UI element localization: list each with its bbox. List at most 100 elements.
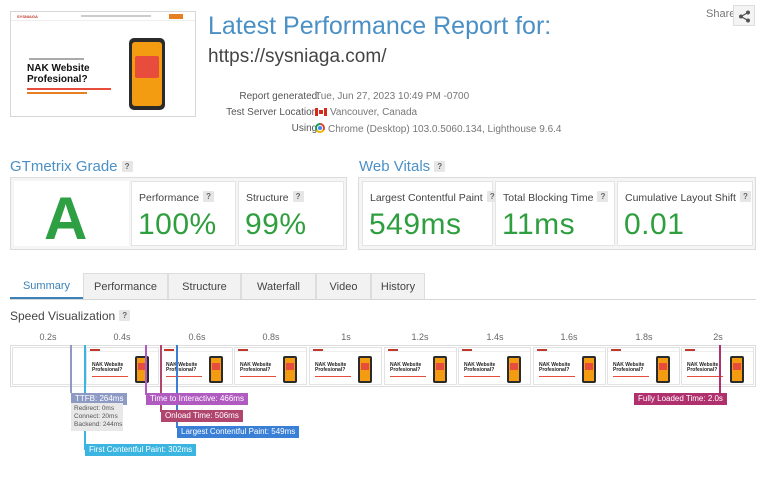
frame-subline [240,376,276,377]
onload-marker[interactable]: Onload Time: 506ms [161,410,243,422]
structure-card: Structure? 99% [238,181,344,246]
help-icon[interactable]: ? [486,191,498,202]
filmstrip-frame[interactable]: NAK Website Profesional? [234,347,307,385]
thumbnail-cta [169,14,183,19]
filmstrip-frame[interactable]: NAK Website Profesional? [86,347,159,385]
frame-subline [539,376,575,377]
filmstrip-frame[interactable]: NAK Website Profesional? [607,347,680,385]
frame-navbar [682,348,753,352]
gtmetrix-grade-title: GTmetrix Grade [10,158,118,175]
fully-loaded-line [719,345,721,395]
frame-title: NAK Website Profesional? [687,362,719,373]
timeline-tick: 2s [713,332,723,342]
tab-history[interactable]: History [371,273,425,299]
frame-subline [166,376,202,377]
frame-subline [687,376,723,377]
onload-line [160,345,162,412]
lcp-marker[interactable]: Largest Contentful Paint: 549ms [177,426,300,438]
help-icon[interactable]: ? [597,191,609,202]
thumbnail-nav-links [81,15,151,17]
help-icon[interactable]: ? [203,191,215,202]
meta-value-location: Vancouver, Canada [330,107,418,118]
frame-phone-graphic [510,363,518,370]
performance-value: 100% [138,208,217,241]
frame-phone-graphic [361,363,369,370]
tbt-label: Total Blocking Time [503,192,594,204]
help-icon[interactable]: ? [739,191,751,202]
ttfb-marker[interactable]: TTFB: 264ms [71,393,128,405]
meta-label-generated: Report generated: [239,91,320,102]
filmstrip-frame[interactable]: NAK Website Profesional? [160,347,233,385]
timeline-tick: 1.6s [560,332,578,342]
meta-label-using: Using: [291,123,320,134]
timeline-tick: 1.2s [411,332,429,342]
frame-logo [313,349,323,351]
help-icon[interactable]: ? [434,161,446,172]
thumbnail-navbar [11,12,195,21]
share-button[interactable] [733,5,755,26]
filmstrip-frame[interactable]: NAK Website Profesional? [458,347,531,385]
frame-logo [537,349,547,351]
filmstrip-frame[interactable]: NAK Website Profesional? [384,347,457,385]
help-icon[interactable]: ? [119,310,131,321]
share-icon [739,10,750,23]
fcp-marker[interactable]: First Contentful Paint: 302ms [85,444,197,456]
help-icon[interactable]: ? [292,191,304,202]
report-title: Latest Performance Report for: [208,12,552,40]
filmstrip-frame[interactable]: NAK Website Profesional? [533,347,606,385]
canada-flag-icon [315,108,327,116]
tab-summary[interactable]: Summary [10,273,83,299]
frame-logo [462,349,472,351]
thumbnail-subline-2 [27,92,87,94]
timeline-tick: 0.2s [39,332,57,342]
frame-navbar [87,348,158,352]
timeline-tick: 1.4s [486,332,504,342]
lcp-card: Largest Contentful Paint? 549ms [362,181,498,246]
report-url[interactable]: https://sysniaga.com/ [208,46,387,67]
frame-logo [238,349,248,351]
frame-navbar [385,348,456,352]
performance-label: Performance [139,192,200,204]
performance-card: Performance? 100% [131,181,236,246]
thumbnail-logo: SYSNIAGA [17,14,38,19]
frame-title: NAK Website Profesional? [166,362,198,373]
frame-navbar [235,348,306,352]
tab-structure[interactable]: Structure [168,273,241,299]
filmstrip-frame[interactable]: NAK Website Profesional? [309,347,382,385]
structure-value: 99% [245,208,307,241]
thumbnail-phone-graphic [135,56,159,78]
lcp-line [176,345,178,428]
site-screenshot-thumbnail[interactable]: SYSNIAGA NAK Website Profesional? [10,11,196,117]
help-icon[interactable]: ? [121,161,133,172]
tti-marker[interactable]: Time to Interactive: 466ms [146,393,248,405]
frame-navbar [534,348,605,352]
frame-title: NAK Website Profesional? [92,362,124,373]
share-label: Share [706,8,736,20]
frame-navbar [161,348,232,352]
frame-phone-graphic [286,363,294,370]
web-vitals-title: Web Vitals [359,158,431,175]
meta-value-location-wrap: Vancouver, Canada [315,107,417,118]
frame-logo [164,349,174,351]
ttfb-connect: Connect: 20ms [74,413,118,420]
tti-line [145,345,147,395]
performance-label-wrap: Performance? [139,191,215,204]
structure-label: Structure [246,192,289,204]
filmstrip-frame[interactable]: NAK Website Profesional? [681,347,754,385]
fully-loaded-marker[interactable]: Fully Loaded Time: 2.0s [634,393,727,405]
frame-navbar [608,348,679,352]
grade-letter: A [44,185,88,252]
tab-waterfall[interactable]: Waterfall [241,273,316,299]
thumbnail-headline: NAK Website Profesional? [27,63,90,85]
lcp-value: 549ms [369,208,462,241]
meta-value-using: Chrome (Desktop) 103.0.5060.134, Lightho… [328,124,562,135]
frame-phone-graphic [138,363,146,370]
frame-title: NAK Website Profesional? [539,362,571,373]
tab-performance[interactable]: Performance [83,273,168,299]
frame-subline [92,376,128,377]
filmstrip-frame-blank[interactable] [12,347,85,385]
timeline-tick: 1.8s [635,332,653,342]
cls-label-wrap: Cumulative Layout Shift? [625,191,751,204]
tab-video[interactable]: Video [316,273,371,299]
speed-visualization-heading: Speed Visualization? [10,309,131,323]
